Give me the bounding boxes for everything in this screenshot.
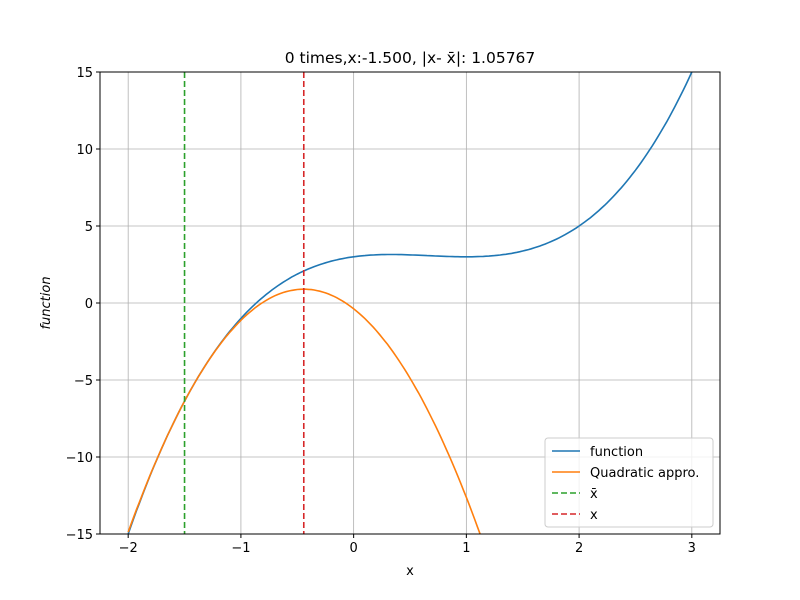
legend-label: function [590, 445, 643, 460]
x-tick-label: 0 [349, 541, 357, 556]
legend-box [544, 437, 714, 528]
x-tick-label: 2 [575, 541, 583, 556]
x-tick-label: −2 [119, 541, 138, 556]
y-axis-label: function [39, 276, 54, 329]
y-tick-label: 5 [85, 220, 93, 235]
x-tick-label: −1 [231, 541, 250, 556]
x-tick-label: 3 [688, 541, 696, 556]
legend: function Quadratic appro. x̄ x [544, 437, 714, 528]
y-tick-label: 10 [76, 143, 93, 158]
legend-label: Quadratic appro. [590, 466, 699, 481]
legend-label: x̄ [590, 487, 598, 502]
y-tick-label: −5 [74, 374, 93, 389]
y-tick-label: 0 [85, 297, 93, 312]
legend-label: x [590, 508, 598, 523]
x-tick-label: 1 [462, 541, 470, 556]
y-tick-label: −15 [66, 528, 93, 543]
y-tick-label: −10 [66, 451, 93, 466]
x-axis-label: x [406, 564, 414, 579]
chart-title: 0 times,x:-1.500, |x- x̄|: 1.05767 [285, 49, 536, 67]
series-line-quadratic-appro- [127, 288, 481, 534]
series-lines [127, 72, 693, 534]
y-tick-label: 15 [76, 66, 93, 81]
